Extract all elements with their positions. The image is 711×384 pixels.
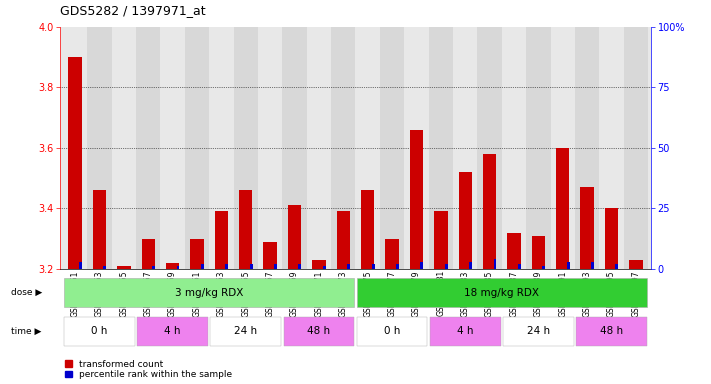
Text: dose ▶: dose ▶ (11, 288, 42, 297)
Legend: transformed count, percentile rank within the sample: transformed count, percentile rank withi… (65, 360, 232, 379)
Bar (209, 27, 234, 269)
Bar (239, 190, 252, 269)
Bar (103, 266, 106, 269)
Bar (299, 264, 301, 269)
Bar (79, 262, 82, 269)
Bar (483, 154, 496, 269)
Bar (258, 27, 282, 269)
Bar (87, 27, 112, 269)
Bar (405, 27, 429, 269)
Bar (542, 266, 545, 269)
Bar (68, 57, 82, 269)
Bar (567, 262, 570, 269)
Bar (210, 316, 281, 346)
Bar (215, 211, 228, 269)
Text: 24 h: 24 h (234, 326, 257, 336)
Bar (420, 262, 423, 269)
Bar (430, 316, 501, 346)
Bar (556, 148, 570, 269)
Bar (176, 266, 179, 269)
Bar (508, 233, 520, 269)
Bar (591, 262, 594, 269)
Bar (137, 316, 208, 346)
Bar (469, 262, 472, 269)
Text: 48 h: 48 h (600, 326, 623, 336)
Bar (347, 264, 350, 269)
Bar (274, 264, 277, 269)
Bar (331, 27, 356, 269)
Bar (112, 27, 136, 269)
Bar (372, 264, 375, 269)
Text: 4 h: 4 h (164, 326, 181, 336)
Bar (141, 238, 155, 269)
Bar (550, 27, 575, 269)
Bar (92, 190, 106, 269)
Bar (580, 187, 594, 269)
Bar (136, 27, 161, 269)
Bar (624, 27, 648, 269)
Bar (575, 27, 599, 269)
Bar (532, 235, 545, 269)
Text: 3 mg/kg RDX: 3 mg/kg RDX (175, 288, 243, 298)
Bar (312, 260, 326, 269)
Text: 48 h: 48 h (307, 326, 331, 336)
Bar (64, 278, 354, 308)
Bar (161, 27, 185, 269)
Bar (64, 316, 135, 346)
Bar (629, 260, 643, 269)
Bar (518, 264, 521, 269)
Bar (152, 266, 155, 269)
Bar (282, 27, 306, 269)
Bar (361, 190, 375, 269)
Bar (336, 211, 350, 269)
Bar (410, 130, 423, 269)
Bar (396, 264, 399, 269)
Bar (185, 27, 209, 269)
Text: 24 h: 24 h (527, 326, 550, 336)
Bar (117, 266, 131, 269)
Text: 0 h: 0 h (91, 326, 107, 336)
Bar (323, 266, 326, 269)
Bar (616, 264, 619, 269)
Bar (225, 264, 228, 269)
Bar (453, 27, 477, 269)
Bar (306, 27, 331, 269)
Bar (234, 27, 258, 269)
Bar (477, 27, 502, 269)
Bar (502, 27, 526, 269)
Bar (526, 27, 550, 269)
Bar (357, 316, 427, 346)
Bar (201, 264, 204, 269)
Bar (605, 209, 619, 269)
Text: time ▶: time ▶ (11, 327, 41, 336)
Text: GDS5282 / 1397971_at: GDS5282 / 1397971_at (60, 4, 206, 17)
Bar (576, 316, 647, 346)
Bar (429, 27, 453, 269)
Bar (599, 27, 624, 269)
Bar (459, 172, 472, 269)
Bar (380, 27, 405, 269)
Bar (503, 316, 574, 346)
Bar (357, 278, 647, 308)
Bar (250, 264, 252, 269)
Bar (284, 316, 354, 346)
Text: 4 h: 4 h (457, 326, 474, 336)
Text: 18 mg/kg RDX: 18 mg/kg RDX (464, 288, 540, 298)
Bar (288, 205, 301, 269)
Bar (493, 259, 496, 269)
Bar (166, 263, 179, 269)
Bar (385, 238, 399, 269)
Text: 0 h: 0 h (384, 326, 400, 336)
Bar (63, 27, 87, 269)
Bar (191, 238, 203, 269)
Bar (264, 242, 277, 269)
Bar (445, 264, 448, 269)
Bar (356, 27, 380, 269)
Bar (434, 211, 447, 269)
